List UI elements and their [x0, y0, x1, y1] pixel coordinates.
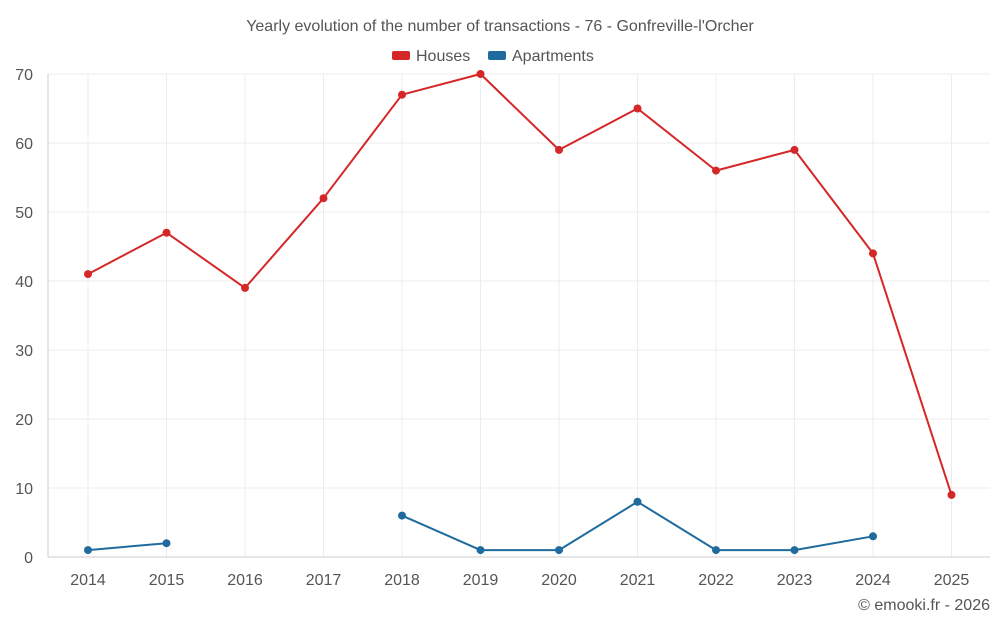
chart-title: Yearly evolution of the number of transa… [246, 18, 754, 35]
legend-swatch-houses [392, 51, 410, 60]
gridlines [48, 73, 990, 558]
legend-swatch-apartments [488, 51, 506, 60]
houses-point[interactable] [476, 70, 485, 78]
apartments-point[interactable] [84, 546, 92, 555]
apartments-point[interactable] [555, 546, 563, 555]
series-houses [84, 70, 956, 499]
legend-label-apartments: Apartments [512, 48, 594, 65]
y-tick-label: 70 [15, 67, 33, 84]
houses-point[interactable] [162, 228, 171, 237]
apartments-line [87, 542, 167, 552]
houses-point[interactable] [633, 104, 642, 113]
apartments-point[interactable] [633, 497, 642, 506]
houses-point[interactable] [398, 90, 406, 99]
houses-point[interactable] [712, 166, 720, 175]
x-tick-label: 2016 [227, 572, 263, 589]
legend-label-houses: Houses [416, 48, 470, 65]
x-tick-label: 2014 [70, 572, 106, 589]
y-tick-label: 20 [15, 412, 33, 429]
houses-point[interactable] [84, 270, 92, 279]
apartments-point[interactable] [712, 546, 720, 555]
y-tick-label: 30 [15, 343, 33, 360]
apartments-point[interactable] [790, 546, 799, 555]
credit-text: © emooki.fr - 2026 [858, 597, 990, 614]
x-tick-label: 2018 [384, 572, 420, 589]
axes: 0 10 20 30 40 50 60 70 2014 2015 2016 2017 2018 2019 2… [15, 67, 990, 589]
y-tick-label: 10 [15, 481, 33, 498]
houses-point[interactable] [555, 145, 563, 154]
houses-point[interactable] [241, 283, 249, 292]
legend-item-apartments[interactable]: Apartments [488, 48, 594, 65]
x-tick-label: 2024 [855, 572, 891, 589]
legend-item-houses[interactable]: Houses [392, 48, 470, 65]
houses-point[interactable] [869, 249, 877, 258]
x-tick-label: 2019 [463, 572, 499, 589]
x-tick-label: 2015 [149, 572, 185, 589]
houses-point[interactable] [319, 194, 328, 203]
x-tick-label: 2025 [934, 572, 970, 589]
y-tick-label: 0 [24, 550, 33, 567]
x-tick-label: 2021 [620, 572, 656, 589]
x-tick-label: 2020 [541, 572, 577, 589]
apartments-point[interactable] [869, 532, 877, 541]
apartments-point[interactable] [162, 539, 171, 548]
apartments-point[interactable] [476, 546, 485, 555]
series-layer [84, 70, 956, 555]
y-tick-label: 60 [15, 136, 33, 153]
houses-point[interactable] [790, 145, 799, 154]
houses-line [87, 73, 953, 496]
legend: Houses Apartments [392, 48, 594, 65]
y-tick-label: 40 [15, 274, 33, 291]
houses-point[interactable] [947, 490, 956, 499]
x-tick-label: 2022 [698, 572, 734, 589]
series-apartments [84, 497, 877, 555]
y-tick-label: 50 [15, 205, 33, 222]
x-tick-label: 2023 [777, 572, 813, 589]
x-tick-label: 2017 [306, 572, 342, 589]
apartments-point[interactable] [398, 511, 406, 520]
